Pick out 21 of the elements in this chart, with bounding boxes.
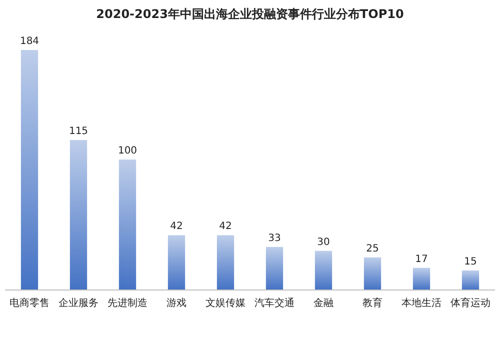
data-label: 33 bbox=[268, 232, 281, 244]
x-tick-label: 汽车交通 bbox=[254, 297, 294, 309]
data-label: 115 bbox=[68, 126, 88, 137]
data-label: 100 bbox=[118, 146, 138, 157]
x-tick-label: 游戏 bbox=[166, 297, 186, 309]
x-tick-label: 电商零售 bbox=[10, 297, 50, 309]
x-tick-label: 教育 bbox=[362, 297, 382, 309]
chart-title: 2020-2023年中国出海企业投融资事件行业分布TOP10 bbox=[96, 7, 404, 21]
data-label: 184 bbox=[20, 36, 40, 47]
x-tick-label: 金融 bbox=[314, 297, 334, 309]
x-tick-label: 体育运动 bbox=[450, 297, 490, 309]
x-tick-label: 企业服务 bbox=[58, 297, 98, 309]
x-tick-label: 文娱传媒 bbox=[206, 297, 246, 309]
x-tick-label: 本地生活 bbox=[402, 297, 442, 309]
data-label: 15 bbox=[464, 256, 477, 268]
x-tick-label: 先进制造 bbox=[108, 297, 148, 309]
data-label: 30 bbox=[317, 236, 330, 248]
data-label: 42 bbox=[170, 221, 183, 232]
data-label: 17 bbox=[415, 254, 428, 265]
data-label: 42 bbox=[219, 221, 232, 232]
data-label: 25 bbox=[366, 243, 379, 254]
